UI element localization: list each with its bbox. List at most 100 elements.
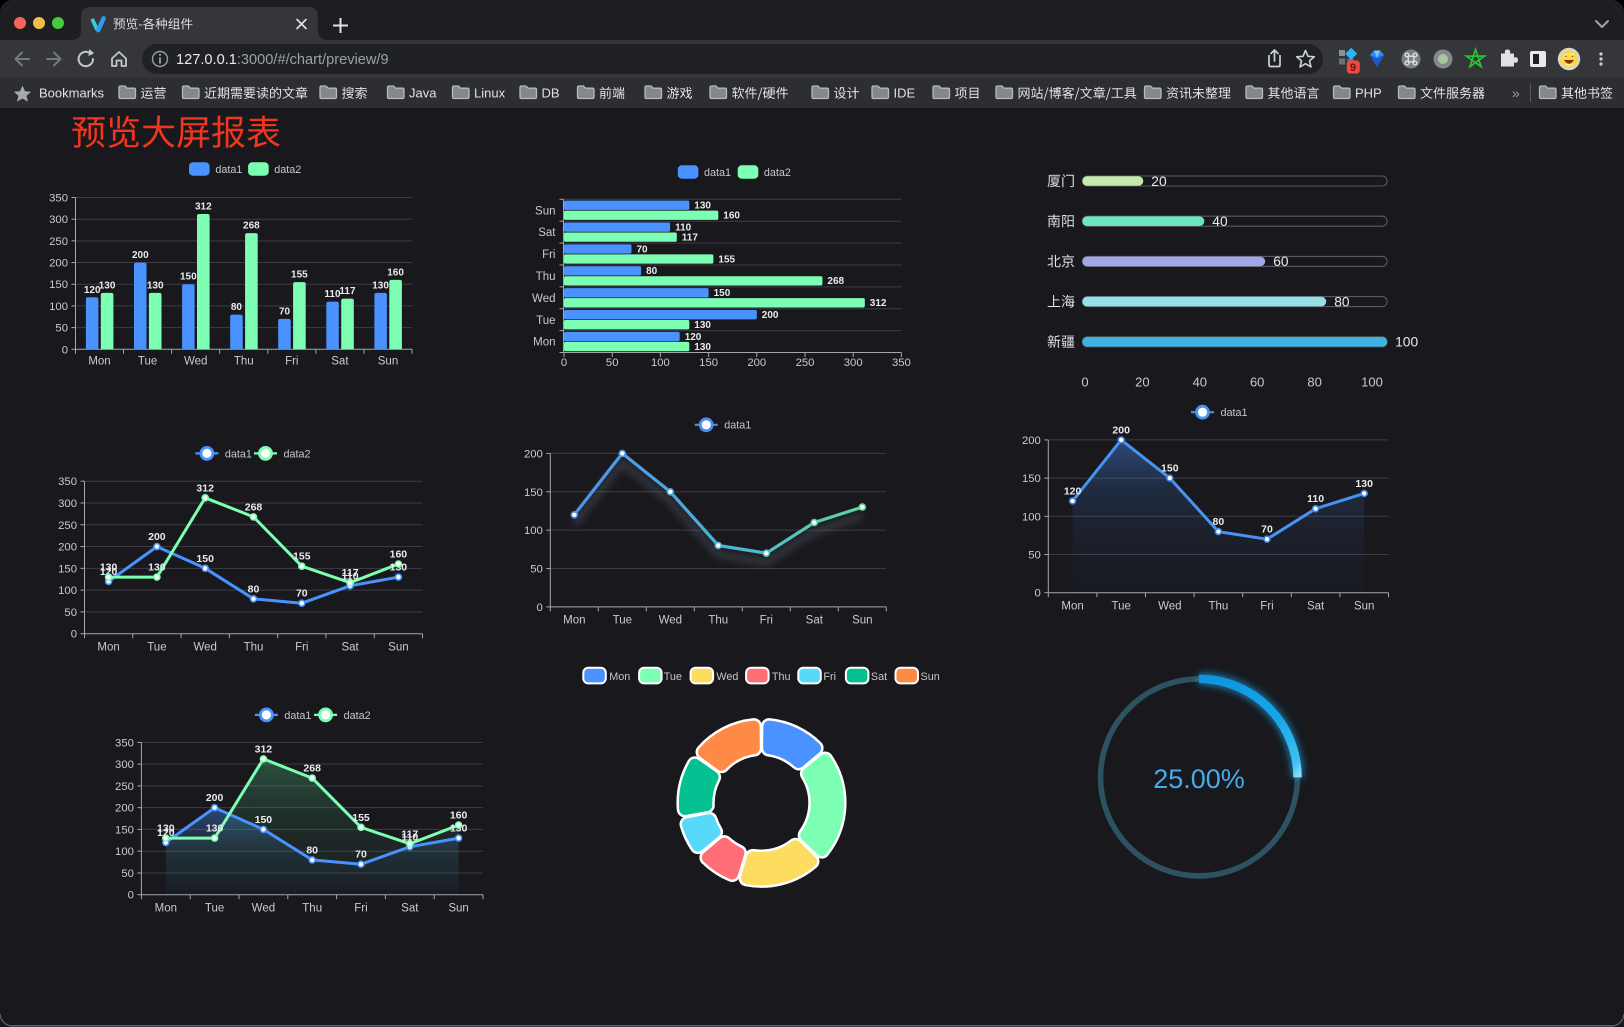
svg-text:data1: data1 [215,164,242,176]
svg-text:100: 100 [651,357,670,369]
svg-text:Thu: Thu [772,671,791,683]
svg-text:70: 70 [355,849,367,861]
svg-text:data1: data1 [704,167,731,179]
svg-text:Sun: Sun [448,902,468,914]
svg-text:Sun: Sun [378,356,398,368]
svg-text:350: 350 [49,193,68,205]
svg-text:Mon: Mon [1061,600,1083,612]
svg-text:350: 350 [115,737,134,749]
svg-text:350: 350 [892,357,911,369]
svg-text:Fri: Fri [760,615,773,627]
svg-text:40: 40 [1212,214,1228,229]
svg-text:Fri: Fri [295,641,308,653]
svg-text:Thu: Thu [536,271,556,283]
svg-text:Tue: Tue [536,315,555,327]
svg-text:200: 200 [524,448,543,460]
svg-text:120: 120 [84,285,101,296]
svg-text:200: 200 [148,531,166,543]
svg-text:100: 100 [1395,335,1418,350]
svg-text:300: 300 [844,357,863,369]
svg-text:117: 117 [342,567,359,579]
svg-text:130: 130 [694,201,711,212]
svg-text:Wed: Wed [1158,600,1181,612]
svg-text:9: 9 [1350,62,1356,74]
svg-text:Sun: Sun [852,615,872,627]
svg-text:127.0.0.1:3000/#/chart/preview: 127.0.0.1:3000/#/chart/preview/9 [176,52,389,68]
svg-text:80: 80 [1307,375,1321,390]
svg-text:Sun: Sun [535,205,555,217]
svg-text:data2: data2 [284,448,311,460]
svg-text:25.00%: 25.00% [1153,764,1245,794]
svg-text:117: 117 [682,232,699,243]
svg-text:Fri: Fri [285,356,298,368]
svg-text:Fri: Fri [354,902,367,914]
svg-text:Fri: Fri [1260,600,1273,612]
svg-text:100: 100 [115,846,134,858]
svg-text:100: 100 [1022,511,1041,523]
svg-text:130: 130 [206,823,224,835]
svg-text:200: 200 [49,258,68,270]
svg-text:312: 312 [195,202,212,213]
svg-text:120: 120 [685,332,702,343]
svg-text:»: » [1512,85,1520,101]
svg-text:312: 312 [196,482,214,494]
svg-text:312: 312 [255,743,273,755]
svg-text:150: 150 [1161,463,1179,475]
svg-text:200: 200 [1112,424,1130,436]
svg-text:Sat: Sat [331,356,349,368]
svg-text:130: 130 [372,280,389,291]
svg-text:130: 130 [147,280,164,291]
svg-text:200: 200 [58,542,77,554]
svg-text:Tue: Tue [1112,600,1131,612]
svg-text:Sat: Sat [538,227,556,239]
svg-text:80: 80 [306,844,318,856]
svg-text:60: 60 [1250,375,1264,390]
svg-text:268: 268 [245,501,263,513]
svg-text:40: 40 [1193,375,1207,390]
svg-text:250: 250 [58,520,77,532]
svg-text:Sun: Sun [1354,600,1374,612]
svg-text:Sat: Sat [341,641,359,653]
svg-text:80: 80 [248,583,260,595]
svg-text:117: 117 [339,286,356,297]
svg-text:Mon: Mon [88,356,110,368]
svg-text:155: 155 [718,254,735,265]
svg-text:Fri: Fri [823,671,836,683]
svg-text:312: 312 [870,298,887,309]
svg-text:120: 120 [100,566,118,578]
svg-text:Thu: Thu [1208,600,1228,612]
svg-text:Wed: Wed [659,615,682,627]
svg-text:80: 80 [1334,294,1350,309]
svg-text:80: 80 [646,266,658,277]
svg-text:Sat: Sat [401,902,419,914]
svg-text:110: 110 [342,570,359,582]
svg-text:250: 250 [796,357,815,369]
svg-text:Wed: Wed [252,902,275,914]
svg-text:Wed: Wed [532,293,555,305]
svg-text:Mon: Mon [155,902,177,914]
svg-text:20: 20 [1135,375,1149,390]
svg-text:70: 70 [279,306,291,317]
svg-text:130: 130 [1355,478,1373,490]
svg-text:Mon: Mon [563,615,585,627]
svg-text:data1: data1 [225,448,252,460]
svg-text:100: 100 [1361,375,1383,390]
svg-text:50: 50 [606,357,619,369]
svg-text:250: 250 [115,781,134,793]
svg-text:155: 155 [291,270,308,281]
svg-text:150: 150 [699,357,718,369]
svg-text:0: 0 [71,629,77,641]
svg-text:120: 120 [157,827,175,839]
svg-text:20: 20 [1151,174,1167,189]
svg-text:0: 0 [62,344,68,356]
svg-text:Tue: Tue [147,641,166,653]
svg-text:110: 110 [675,222,692,233]
svg-text:DB: DB [542,86,560,101]
svg-text:130: 130 [157,823,175,835]
svg-text:data2: data2 [344,710,371,722]
svg-text:155: 155 [293,551,311,563]
svg-text:60: 60 [1273,254,1289,269]
svg-text:Wed: Wed [184,356,207,368]
svg-text:160: 160 [387,267,404,278]
svg-text:Thu: Thu [708,615,728,627]
